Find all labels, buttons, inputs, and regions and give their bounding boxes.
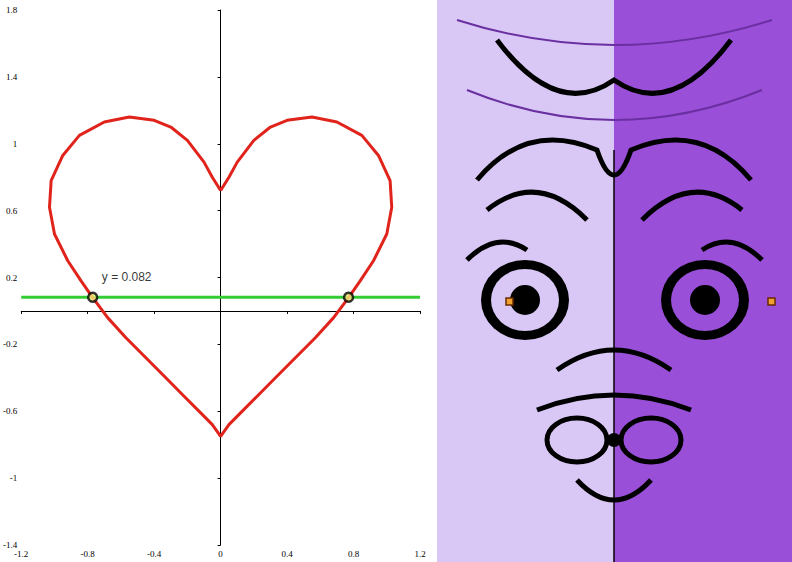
- svg-text:1.2: 1.2: [414, 549, 425, 559]
- svg-text:-1: -1: [10, 473, 18, 483]
- svg-text:0.6: 0.6: [6, 206, 18, 216]
- svg-text:0.4: 0.4: [281, 549, 293, 559]
- svg-text:-1.2: -1.2: [14, 549, 28, 559]
- svg-text:0.8: 0.8: [348, 549, 360, 559]
- svg-text:-0.6: -0.6: [3, 406, 18, 416]
- svg-text:-0.4: -0.4: [147, 549, 162, 559]
- svg-text:-0.2: -0.2: [3, 339, 17, 349]
- svg-text:0.2: 0.2: [6, 273, 17, 283]
- svg-text:-1.4: -1.4: [3, 540, 18, 550]
- svg-text:1: 1: [13, 139, 18, 149]
- svg-text:-0.8: -0.8: [81, 549, 96, 559]
- svg-text:0: 0: [218, 549, 223, 559]
- svg-text:1.4: 1.4: [6, 72, 18, 82]
- svg-text:y = 0.082: y = 0.082: [102, 270, 152, 284]
- svg-text:1.8: 1.8: [6, 5, 18, 15]
